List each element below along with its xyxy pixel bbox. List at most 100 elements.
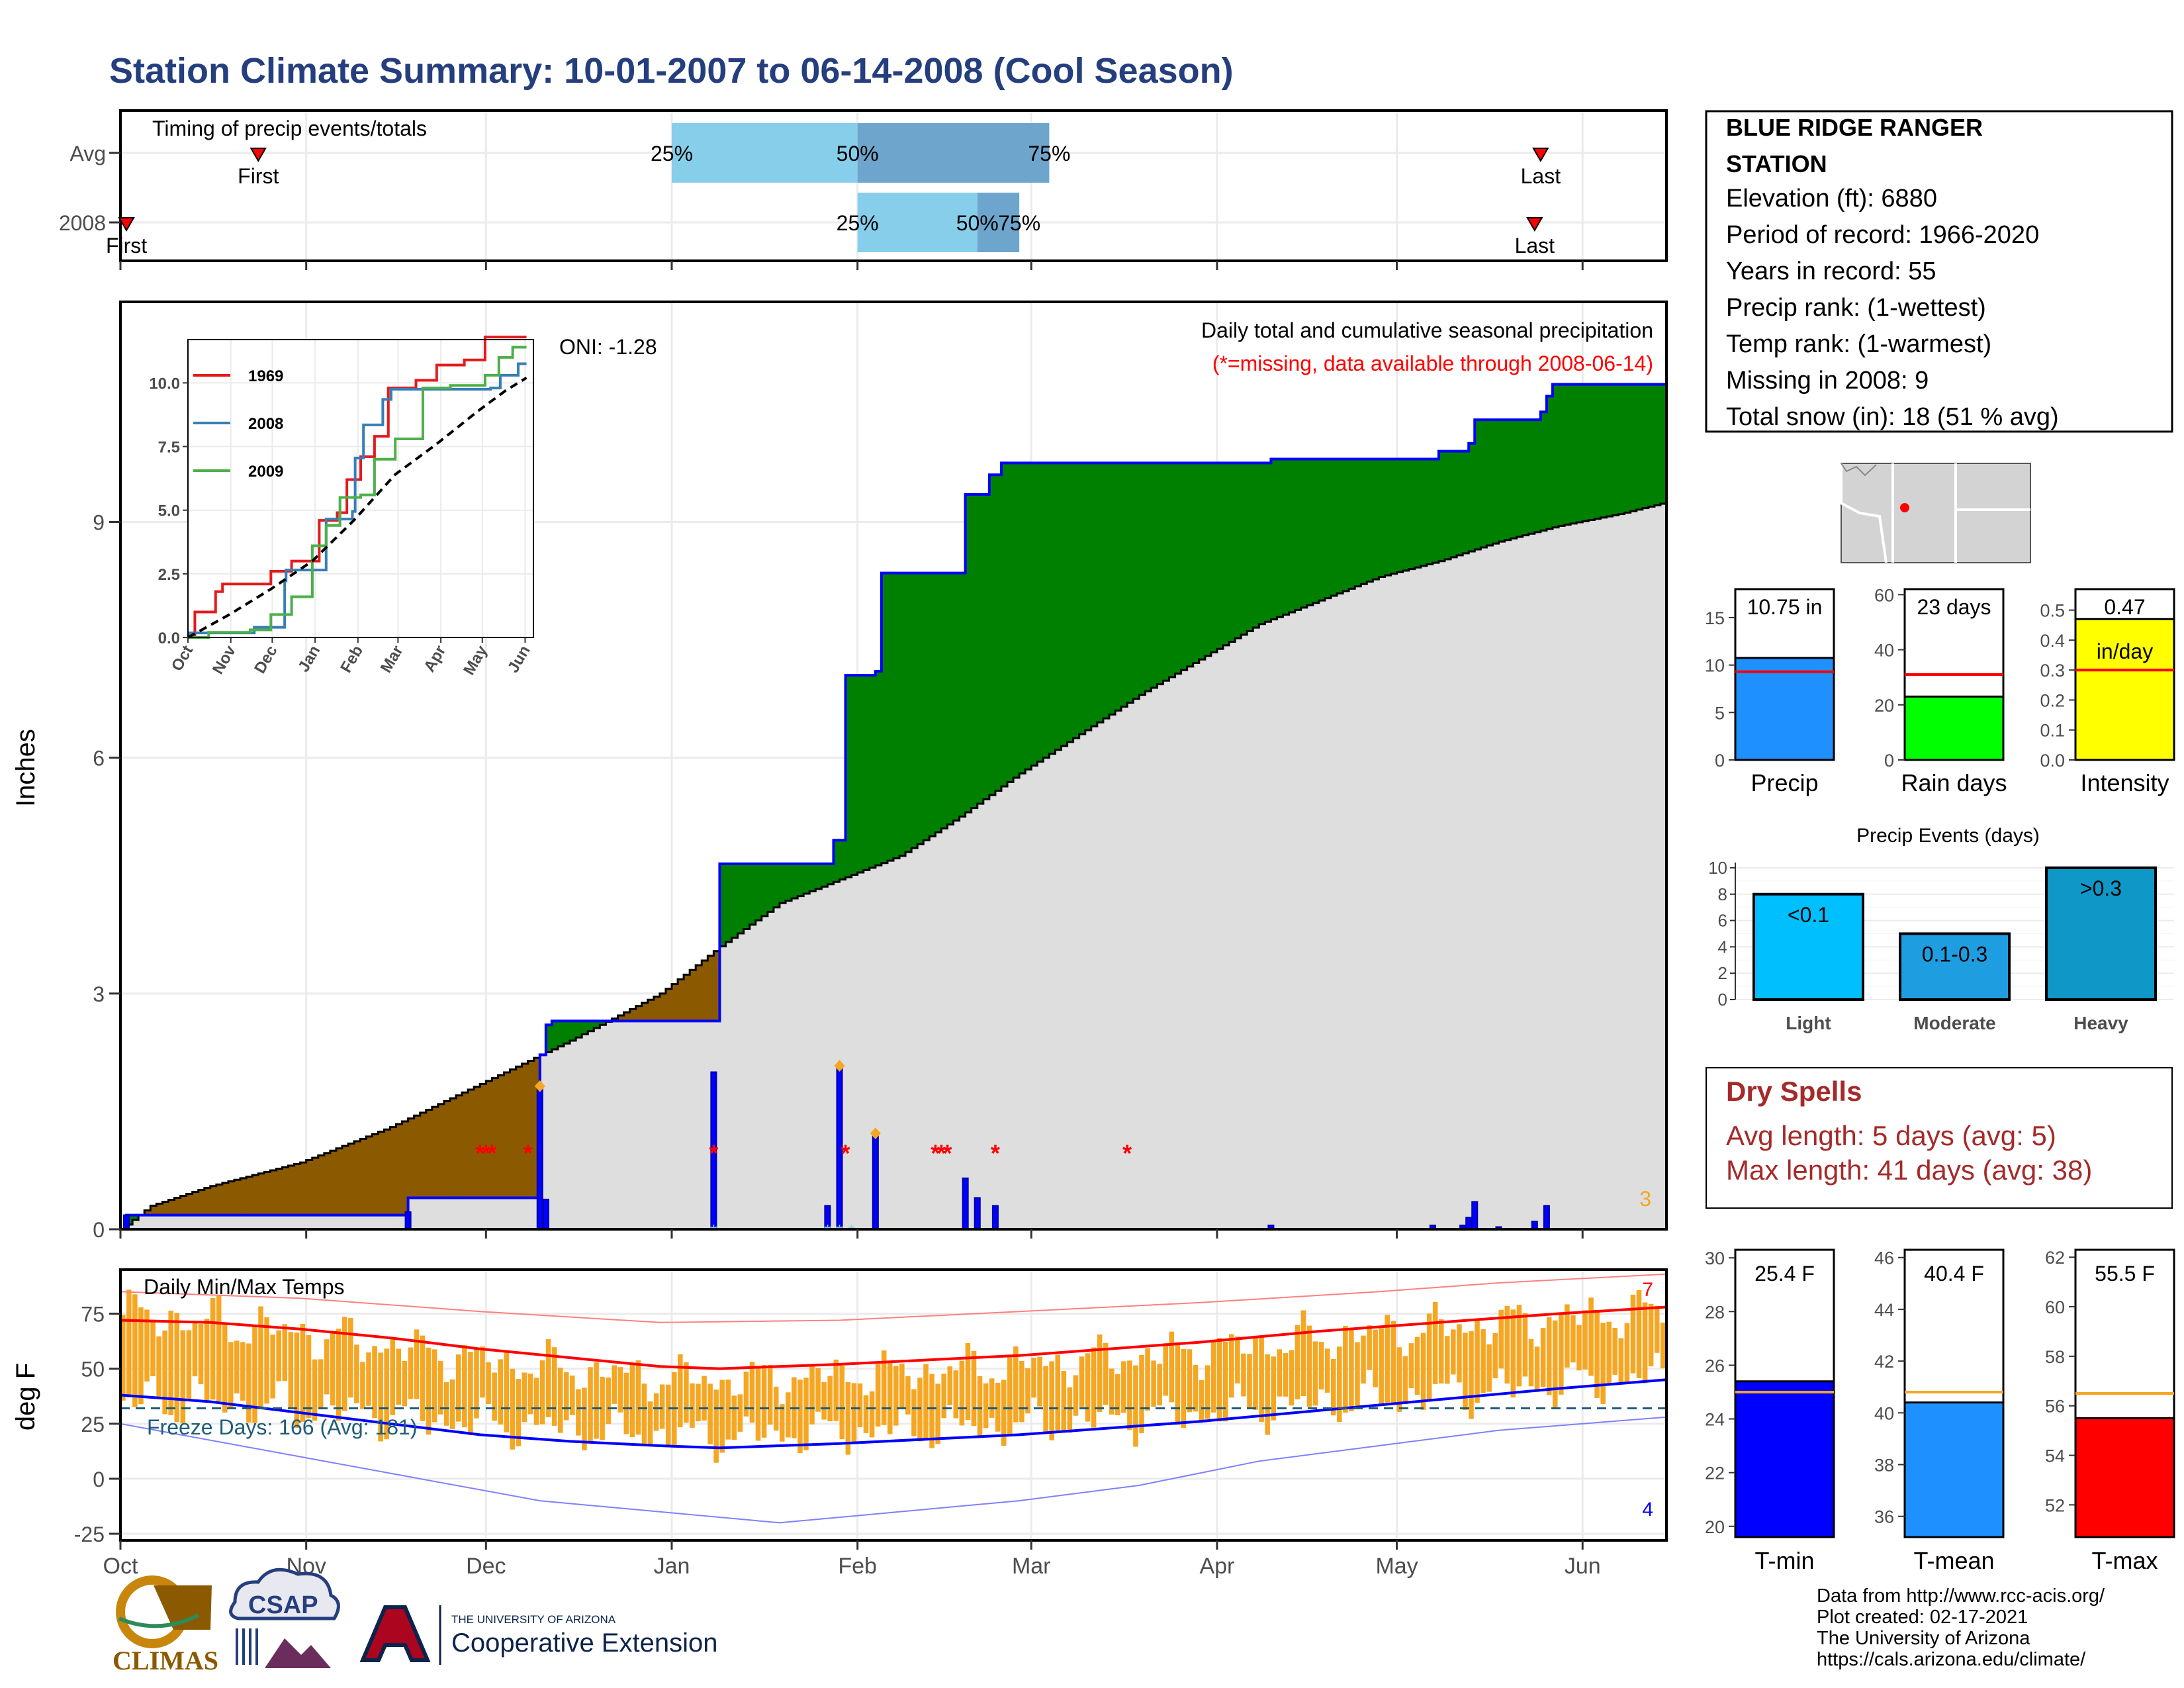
precip-surplus-area xyxy=(1300,459,1308,608)
precip-surplus-area xyxy=(1205,463,1212,656)
temp-daily-bar xyxy=(324,1339,330,1395)
precip-deficit-area xyxy=(653,996,660,1021)
inset-y-tick-label: 7.5 xyxy=(158,439,180,457)
precip-surplus-area xyxy=(1565,384,1571,525)
temp-daily-bar xyxy=(665,1384,671,1445)
temp-daily-bar xyxy=(1187,1349,1193,1413)
temp-daily-bar xyxy=(1576,1325,1582,1371)
precip-surplus-area xyxy=(1373,459,1379,580)
precip-surplus-area xyxy=(977,494,984,804)
precip-surplus-area xyxy=(1480,420,1487,548)
temp-daily-bar xyxy=(659,1384,665,1429)
temp-daily-bar xyxy=(641,1383,647,1445)
precip-surplus-area xyxy=(1600,384,1608,518)
precip-surplus-area xyxy=(594,1021,600,1029)
temp-daily-bar xyxy=(767,1364,773,1425)
temp-daily-bar xyxy=(1157,1364,1162,1406)
precip-surplus-area xyxy=(1624,384,1631,513)
precip-deficit-area xyxy=(174,1197,181,1215)
precip-missing-marker: * xyxy=(936,1139,946,1166)
precip-surplus-area xyxy=(1139,463,1146,695)
temp-daily-bar xyxy=(995,1382,1001,1432)
logos: CLIMAS CSAP THE UNIVERSITY OF ARIZONA Co… xyxy=(113,1568,717,1675)
temp-daily-bar xyxy=(522,1372,527,1423)
temp-daily-bar xyxy=(1007,1357,1013,1436)
climas-logo-text: CLIMAS xyxy=(113,1646,218,1675)
precip-surplus-area xyxy=(1067,463,1074,742)
precip-surplus-area xyxy=(1486,420,1494,546)
temp-daily-bar xyxy=(180,1330,186,1424)
temp-daily-bar xyxy=(1181,1348,1187,1429)
temp-stat-bar xyxy=(1903,1401,2005,1538)
precip-daily-bar xyxy=(1543,1205,1550,1230)
precip-surplus-area xyxy=(1289,459,1296,612)
temp-x-tick-label: Apr xyxy=(1199,1554,1234,1579)
precip-surplus-area xyxy=(1606,384,1614,517)
footer-line2: Plot created: 02-17-2021 xyxy=(1817,1607,2028,1628)
uofa-logo: THE UNIVERSITY OF ARIZONA Cooperative Ex… xyxy=(359,1605,717,1665)
precip-surplus-area xyxy=(803,863,810,894)
temp-daily-bar xyxy=(629,1362,635,1438)
temp-daily-bar xyxy=(192,1321,198,1377)
temp-daily-bar xyxy=(1259,1337,1264,1423)
precip-stat-y-tick-label: 10 xyxy=(1705,656,1725,676)
temp-daily-bar xyxy=(653,1393,659,1431)
precip-surplus-area xyxy=(132,1215,139,1220)
timing-q50-q75-bar xyxy=(977,193,1020,252)
precip-deficit-area xyxy=(246,1176,253,1215)
events-bar-label: 0.1-0.3 xyxy=(1922,942,1988,966)
precip-deficit-area xyxy=(390,1127,397,1215)
timing-first-marker xyxy=(118,217,135,232)
precip-surplus-area xyxy=(1498,420,1506,542)
temp-daily-bar xyxy=(1115,1374,1120,1416)
temp-daily-bar xyxy=(390,1338,395,1415)
precip-surplus-area xyxy=(1510,420,1518,539)
events-y-tick-label: 2 xyxy=(1718,963,1727,983)
temp-daily-bar xyxy=(426,1347,432,1435)
temp-stat-value-label: 40.4 F xyxy=(1924,1262,1984,1286)
precip-surplus-area xyxy=(1097,463,1104,723)
precip-deficit-area xyxy=(510,1069,517,1198)
precip-surplus-area xyxy=(1516,420,1524,537)
precip-surplus-area xyxy=(1648,384,1655,507)
precip-surplus-area xyxy=(1312,459,1320,603)
temp-daily-bar xyxy=(516,1379,522,1446)
temp-daily-bar xyxy=(1486,1344,1492,1392)
precip-deficit-area xyxy=(498,1075,505,1198)
temp-daily-bar xyxy=(1049,1361,1054,1440)
temp-daily-bar xyxy=(1312,1341,1318,1406)
station-location-marker xyxy=(1900,503,1909,512)
precip-deficit-area xyxy=(402,1121,409,1215)
temp-daily-bar xyxy=(456,1354,461,1422)
temp-stat-y-tick-label: 58 xyxy=(2045,1347,2065,1367)
precip-surplus-area xyxy=(827,863,835,884)
temp-stat-y-tick-label: 20 xyxy=(1705,1517,1725,1537)
temp-daily-bar xyxy=(1037,1356,1042,1407)
temp-daily-bar xyxy=(1055,1354,1061,1432)
temp-daily-bar xyxy=(354,1344,359,1403)
temp-daily-bar xyxy=(1043,1366,1048,1434)
precip-surplus-area xyxy=(1019,463,1026,774)
temp-daily-bar xyxy=(1534,1346,1540,1392)
precip-deficit-area xyxy=(228,1181,235,1215)
inset-x-tick-label: Dec xyxy=(251,643,281,677)
precip-surplus-area xyxy=(779,863,786,904)
temp-daily-bar xyxy=(1139,1354,1144,1433)
precip-surplus-area xyxy=(773,863,780,908)
precip-surplus-area xyxy=(749,863,756,925)
precip-deficit-area xyxy=(504,1072,511,1198)
years-text: Years in record: 55 xyxy=(1726,258,1936,285)
precip-surplus-area xyxy=(1642,384,1649,508)
temp-daily-bar xyxy=(1253,1336,1258,1410)
precip-surplus-area xyxy=(941,573,948,829)
precip-deficit-area xyxy=(306,1160,313,1215)
precip-stat-name: Intensity xyxy=(2080,769,2169,796)
precip-missing-marker: * xyxy=(481,1139,490,1166)
precip-surplus-area xyxy=(1247,463,1253,632)
precip-surplus-area xyxy=(821,863,829,887)
temp-record-max-line xyxy=(120,1273,1667,1323)
temp-daily-bar xyxy=(240,1342,246,1401)
precip-surplus-area xyxy=(1295,459,1302,610)
precip-surplus-area xyxy=(1576,384,1583,523)
